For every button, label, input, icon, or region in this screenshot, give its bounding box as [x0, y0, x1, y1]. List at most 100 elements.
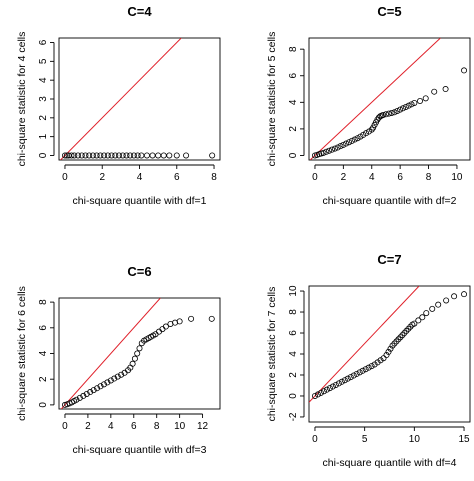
reference-line	[60, 38, 182, 160]
y-tick-label: 2	[38, 376, 49, 382]
data-point	[399, 105, 406, 112]
data-point	[350, 372, 357, 379]
data-point	[399, 332, 406, 339]
data-point	[119, 152, 126, 159]
data-point	[388, 109, 395, 116]
y-tick-label: 4	[288, 351, 299, 357]
data-point	[344, 375, 351, 382]
y-axis-title: chi-square statistic for 7 cells	[266, 287, 278, 422]
data-point	[73, 396, 80, 403]
data-point	[127, 152, 134, 159]
data-point	[183, 152, 190, 159]
data-point	[461, 67, 468, 74]
data-point	[130, 152, 137, 159]
y-tick-label: 6	[288, 330, 299, 336]
y-axis-title: chi-square statistic for 5 cells	[266, 32, 278, 167]
data-point	[365, 364, 372, 371]
y-axis-title: chi-square statistic for 6 cells	[16, 286, 28, 421]
data-point	[89, 152, 96, 159]
data-point	[385, 348, 392, 355]
data-point	[320, 388, 327, 395]
data-point	[334, 144, 341, 151]
y-axis-title: chi-square statistic for 4 cells	[16, 32, 28, 167]
data-point	[80, 392, 87, 399]
x-tick-label: 0	[312, 172, 318, 183]
panel-3: C=6 0 2 4 6 8 10 12 0 2 4 6 8 chi-square quantile wit…	[16, 264, 221, 456]
data-point	[209, 152, 216, 159]
data-point	[134, 350, 141, 357]
x-tick-label: 4	[137, 172, 143, 183]
data-point	[335, 380, 342, 387]
data-point	[173, 152, 180, 159]
x-tick-label: 12	[197, 421, 209, 432]
data-point	[348, 137, 355, 144]
data-point	[317, 389, 324, 396]
data-point	[377, 357, 384, 364]
data-point	[397, 106, 404, 113]
data-point	[61, 152, 68, 159]
x-axis-title: chi-square quantile with df=2	[323, 195, 457, 207]
data-point	[101, 152, 108, 159]
data-point	[362, 366, 369, 373]
x-tick-label: 8	[426, 172, 432, 183]
data-point	[100, 381, 107, 388]
data-point	[383, 352, 390, 359]
data-point	[97, 383, 104, 390]
y-tick-label: 2	[38, 115, 49, 121]
x-tick-label: 4	[108, 421, 114, 432]
data-point	[320, 149, 327, 156]
data-point	[356, 369, 363, 376]
data-point	[93, 152, 100, 159]
x-tick-label: 10	[451, 172, 463, 183]
data-point	[368, 363, 375, 370]
y-tick-label: 0	[288, 393, 299, 399]
y-tick-label: 5	[38, 58, 49, 64]
data-point	[86, 152, 93, 159]
data-point	[107, 377, 114, 384]
x-tick-label: 2	[99, 172, 105, 183]
data-point	[422, 95, 429, 102]
x-axis-title: chi-square quantile with df=3	[73, 444, 207, 456]
data-point	[134, 152, 141, 159]
data-point	[340, 141, 347, 148]
x-tick-label: 6	[397, 172, 403, 183]
data-point	[407, 323, 414, 330]
data-point	[188, 315, 195, 322]
data-point	[337, 143, 344, 150]
data-point	[104, 379, 111, 386]
data-point	[443, 297, 450, 304]
x-tick-label: 10	[409, 434, 421, 445]
y-tick-label: 4	[288, 99, 299, 105]
data-point	[429, 305, 436, 312]
panel-title: C=5	[377, 4, 401, 19]
x-tick-label: 6	[131, 421, 137, 432]
data-point	[323, 148, 330, 155]
x-axis-title: chi-square quantile with df=4	[323, 457, 457, 469]
data-point	[136, 345, 143, 352]
data-point	[415, 317, 422, 324]
data-point	[68, 152, 75, 159]
data-point	[112, 152, 119, 159]
y-tick-label: 8	[38, 299, 49, 305]
y-tick-label: 8	[288, 46, 299, 52]
data-point	[323, 386, 330, 393]
data-point	[129, 360, 136, 367]
x-tick-label: 8	[211, 172, 217, 183]
y-tick-label: 1	[38, 133, 49, 139]
data-point	[408, 101, 415, 108]
data-point	[394, 107, 401, 114]
data-point	[131, 355, 138, 362]
y-tick-label: 3	[38, 96, 49, 102]
data-point	[111, 375, 118, 382]
y-tick-label: 4	[38, 350, 49, 356]
data-point	[118, 371, 125, 378]
data-point	[341, 377, 348, 384]
data-point	[63, 152, 70, 159]
data-point	[411, 320, 418, 327]
y-tick-label: 8	[288, 309, 299, 315]
data-point	[385, 110, 392, 117]
data-point	[338, 378, 345, 385]
data-point	[82, 152, 89, 159]
data-point	[359, 367, 366, 374]
panel-1: C=4 0 2 4 6 8 0 1 2 3 4 5 6 chi-square quantile with …	[16, 4, 221, 207]
